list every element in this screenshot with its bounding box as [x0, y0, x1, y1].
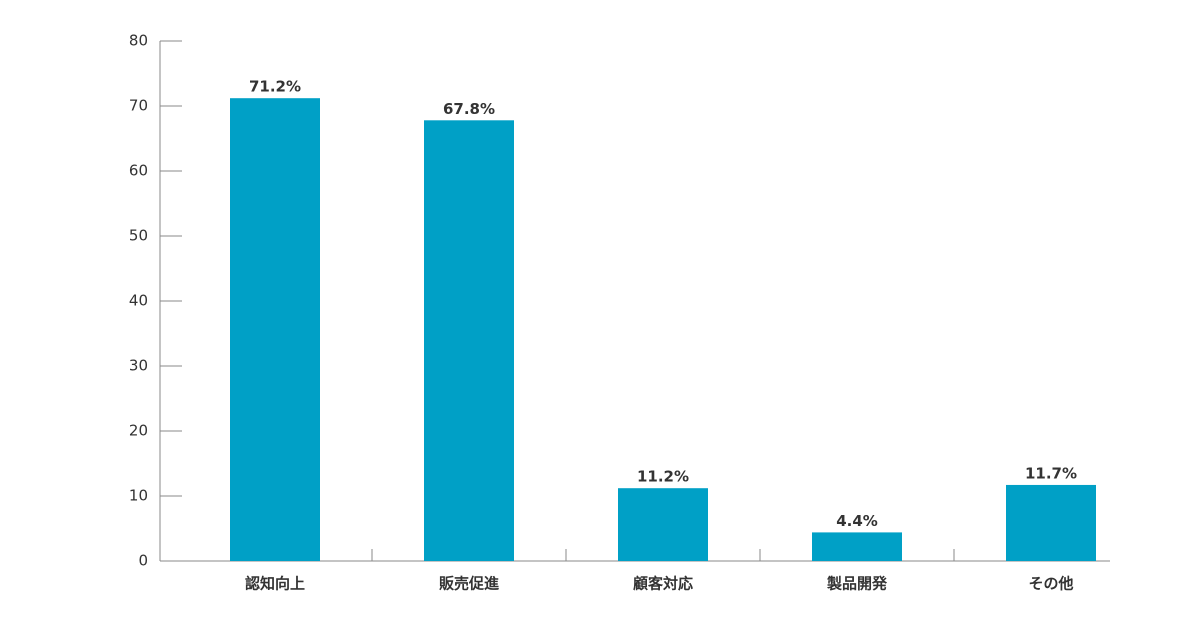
- bar: [230, 98, 320, 561]
- value-label: 11.2%: [637, 468, 689, 486]
- value-label: 71.2%: [249, 78, 301, 96]
- value-label: 11.7%: [1025, 464, 1077, 482]
- value-label: 4.4%: [836, 512, 878, 530]
- x-tick-label: その他: [1028, 575, 1073, 593]
- bar: [1006, 484, 1096, 561]
- y-tick-label: 30: [129, 357, 148, 375]
- bar: [618, 488, 708, 561]
- bar: [424, 120, 514, 562]
- y-tick-label: 50: [129, 227, 148, 245]
- x-tick-label: 販売促進: [439, 575, 500, 593]
- y-tick-label: 20: [129, 422, 148, 440]
- x-tick-label: 顧客対応: [633, 575, 693, 593]
- value-label: 67.8%: [443, 100, 495, 118]
- y-tick-label: 40: [129, 292, 148, 310]
- x-tick-label: 認知向上: [245, 575, 305, 593]
- y-tick-label: 0: [138, 552, 148, 570]
- x-tick-label: 製品開発: [826, 575, 888, 593]
- bar: [812, 532, 902, 561]
- y-tick-label: 70: [129, 97, 148, 115]
- y-tick-label: 80: [129, 32, 148, 50]
- y-tick-label: 10: [129, 487, 148, 505]
- y-tick-label: 60: [129, 162, 148, 180]
